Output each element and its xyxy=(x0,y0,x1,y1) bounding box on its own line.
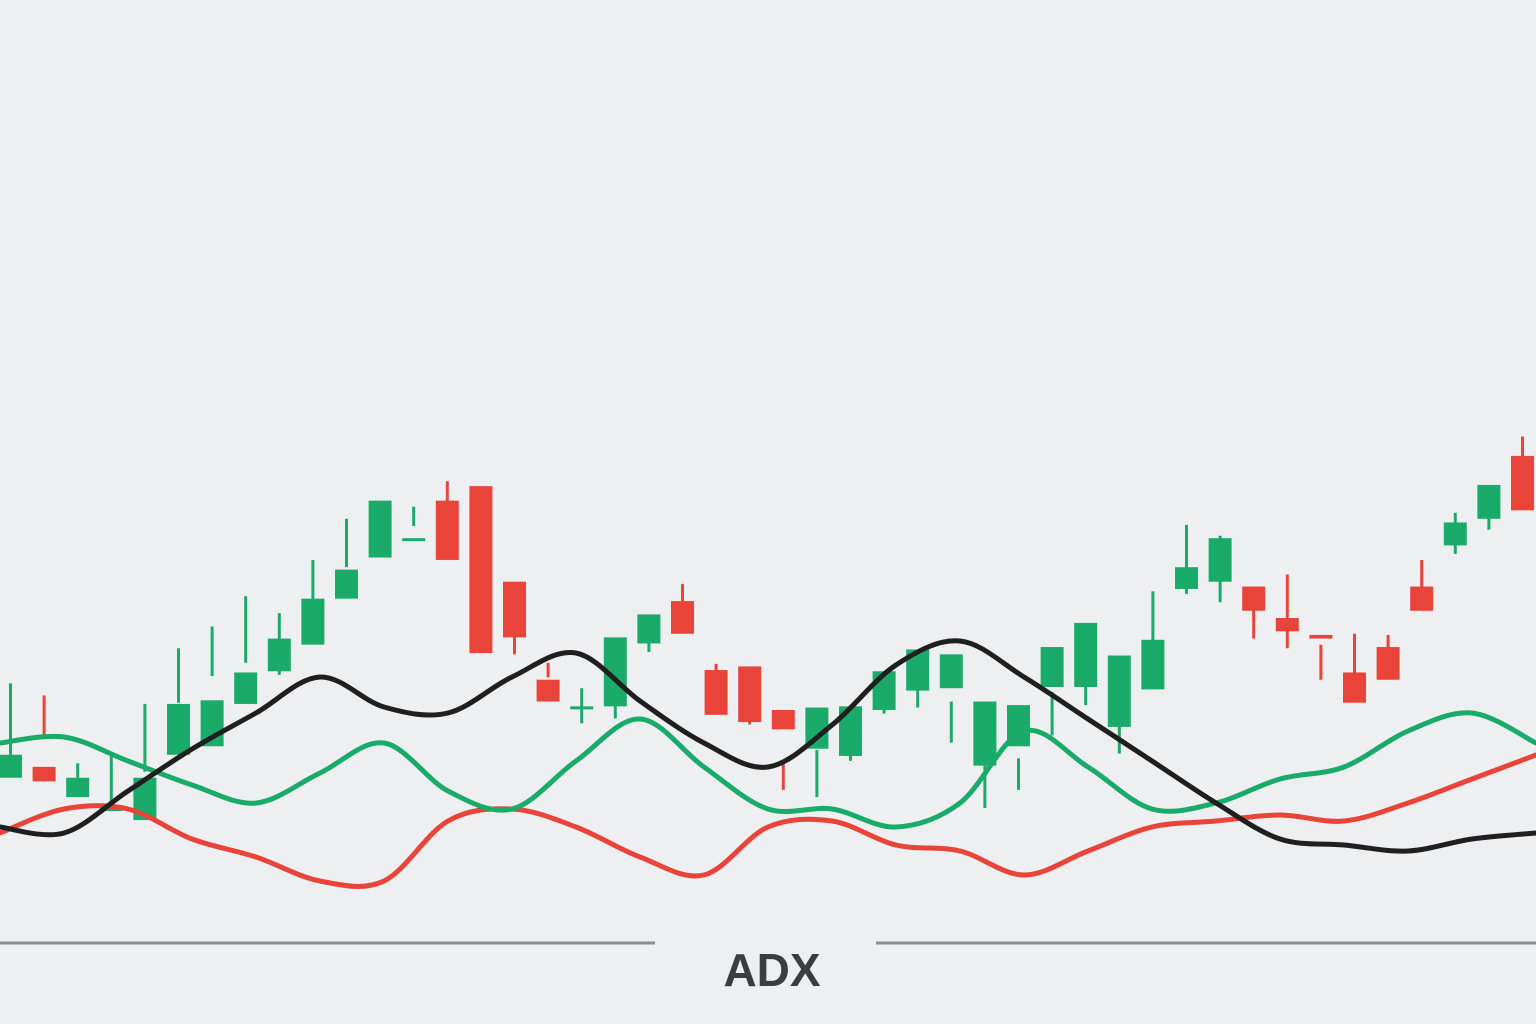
candle-body xyxy=(1074,622,1098,687)
candle xyxy=(234,596,258,704)
candle-body xyxy=(1242,586,1266,611)
candle-body xyxy=(637,614,661,644)
candle-body xyxy=(1410,586,1434,611)
candle-body xyxy=(1275,618,1299,632)
candle xyxy=(469,486,493,654)
candle xyxy=(200,626,224,747)
candle xyxy=(1511,436,1534,511)
candle-body xyxy=(402,538,426,542)
candle-body xyxy=(66,777,90,798)
candle xyxy=(1376,634,1400,680)
candle-body xyxy=(435,500,459,560)
candle xyxy=(1477,484,1501,530)
candle xyxy=(637,614,661,652)
adx-line xyxy=(0,638,1536,854)
candle xyxy=(402,506,426,542)
candle-body xyxy=(503,581,526,638)
candle xyxy=(267,613,291,675)
candle xyxy=(1309,634,1333,680)
candle-body xyxy=(301,598,325,645)
candle-body xyxy=(805,707,829,749)
indicator-lines xyxy=(0,638,1536,889)
candle xyxy=(704,664,728,715)
candle-body xyxy=(1175,567,1198,589)
candle-body xyxy=(1141,639,1165,690)
indicator-footer: ADX xyxy=(0,941,1536,996)
candle-body xyxy=(671,601,694,634)
candle xyxy=(1040,647,1064,736)
candle xyxy=(66,763,90,798)
candle xyxy=(738,666,762,725)
candle xyxy=(1410,559,1434,611)
candle-body xyxy=(1309,634,1333,639)
candle xyxy=(1175,524,1198,594)
candle xyxy=(839,706,862,761)
candle-body xyxy=(368,500,392,558)
candle xyxy=(771,709,795,790)
candle-body xyxy=(1107,655,1131,727)
indicator-label: ADX xyxy=(723,944,820,996)
candle xyxy=(1074,622,1098,706)
candle xyxy=(0,683,22,778)
candle-body xyxy=(906,649,930,691)
candle-body xyxy=(1376,647,1400,680)
candle-body xyxy=(1343,672,1366,703)
candle-body xyxy=(1208,538,1232,582)
candle-body xyxy=(973,701,997,766)
candle xyxy=(32,695,56,782)
candle xyxy=(1242,586,1266,639)
candle-body xyxy=(839,706,862,756)
candle xyxy=(1275,574,1299,649)
candle-body xyxy=(1511,455,1534,511)
candle xyxy=(570,688,594,724)
candle-body xyxy=(335,569,358,599)
candle-body xyxy=(32,766,56,782)
candle-body xyxy=(704,670,728,715)
candle xyxy=(1443,512,1467,554)
candlestick-series xyxy=(0,436,1534,821)
candle xyxy=(368,500,392,558)
candle-body xyxy=(570,706,594,710)
candle-body xyxy=(99,807,123,811)
candle xyxy=(603,637,627,719)
minus-di-line xyxy=(0,752,1536,889)
candle-body xyxy=(1443,522,1467,546)
candle-body xyxy=(771,709,795,730)
candle-body xyxy=(267,638,291,672)
candle xyxy=(1107,655,1131,754)
candle xyxy=(1208,535,1232,603)
candle xyxy=(536,662,560,702)
candle-body xyxy=(738,666,762,723)
candle xyxy=(503,581,526,655)
candle xyxy=(1343,633,1366,703)
candle-body xyxy=(167,703,190,755)
candle xyxy=(167,648,190,755)
candle xyxy=(335,518,358,599)
candle xyxy=(435,481,459,560)
candle xyxy=(973,701,997,808)
candle-body xyxy=(1040,647,1064,687)
candle xyxy=(671,584,694,634)
candle xyxy=(1007,705,1030,790)
candle xyxy=(906,649,930,708)
candle-body xyxy=(0,754,22,778)
plus-di-line xyxy=(0,710,1536,830)
candle xyxy=(1141,591,1165,690)
candle-body xyxy=(536,679,560,702)
candle-body xyxy=(133,777,157,821)
candle xyxy=(805,707,829,798)
candle xyxy=(133,703,157,821)
candle xyxy=(301,559,325,645)
candle-body xyxy=(234,672,258,704)
candle-body xyxy=(603,637,627,707)
candle-body xyxy=(469,486,493,654)
candle-body xyxy=(939,654,963,689)
candle xyxy=(939,654,963,743)
candle-body xyxy=(1477,484,1501,519)
